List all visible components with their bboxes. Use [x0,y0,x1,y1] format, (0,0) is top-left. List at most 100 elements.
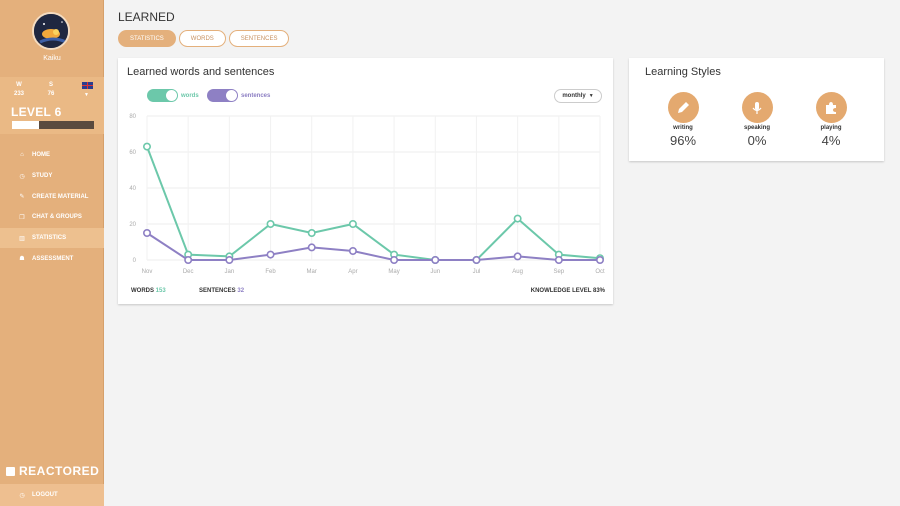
x-tick-label: Oct [595,269,605,275]
logout-label: LOGOUT [32,492,58,498]
tab-words[interactable]: WORDS [178,30,226,47]
data-point-words [266,220,275,229]
level-label: LEVEL 6 [11,105,62,119]
bar-chart-icon: ▥ [19,235,25,242]
stat-words: W 233 [8,81,30,99]
sidebar-item-label: ASSESSMENT [32,255,74,262]
data-point-sentences [513,252,522,261]
people-icon: ☗ [19,256,25,263]
brand-logo: REACTORED [6,464,99,478]
data-point-sentences [390,256,399,265]
learning-styles-title: Learning Styles [645,66,721,78]
home-icon: ⌂ [20,152,24,159]
data-point-words [348,220,357,229]
x-tick-label: Nov [142,269,153,275]
tab-bar: STATISTICS WORDS SENTENCES [118,30,290,47]
series-line-sentences [146,232,600,261]
data-point-words [307,229,316,238]
data-point-sentences [184,256,193,265]
logout-button[interactable]: ◷ LOGOUT [0,484,104,506]
x-tick-label: Feb [265,269,276,275]
words-toggle-label: words [181,92,199,99]
period-dropdown[interactable]: monthly ▼ [554,89,602,103]
caret-down-icon: ▼ [588,93,594,99]
toggle-sentences[interactable]: sentences [207,89,270,102]
style-playing-value: 4% [821,133,841,148]
tab-sentences[interactable]: SENTENCES [228,30,290,47]
style-playing: playing 4% [801,92,861,148]
words-total-value: 153 [155,288,166,294]
sidebar-item-label: CREATE MATERIAL [32,193,89,200]
tab-statistics[interactable]: STATISTICS [118,30,176,47]
sentences-total-label: SENTENCES [199,288,236,294]
y-tick-label: 0 [133,258,137,264]
period-dropdown-value: monthly [562,93,586,99]
x-tick-label: Aug [512,269,523,275]
style-speaking-value: 0% [747,133,767,148]
data-point-sentences [307,243,316,252]
stat-words-value: 233 [13,91,24,97]
sentences-toggle-label: sentences [241,92,271,99]
data-point-sentences [142,229,151,238]
sidebar-item-home[interactable]: ⌂ HOME [0,145,104,166]
sidebar-nav: ⌂ HOME ◷ STUDY ✎ CREATE MATERIAL ❐ CHAT & GROUP… [0,145,104,269]
avatar-image [34,14,68,48]
sidebar-item-label: STATISTICS [32,235,67,242]
logo-icon [6,466,15,476]
pencil-icon [667,92,699,123]
chart-card: Learned words and sentences words senten… [118,58,613,304]
style-speaking-label: speaking [743,125,770,131]
level-progress-fill [12,121,40,129]
puzzle-icon [815,92,847,123]
sidebar-item-label: CHAT & GROUPS [32,214,82,221]
x-tick-label: Mar [307,269,317,275]
sidebar-item-create-material[interactable]: ✎ CREATE MATERIAL [0,186,104,207]
page-title: LEARNED [118,10,175,24]
line-chart: 0 20 40 60 80 Nov Dec Jan Feb Mar Apr May Jun Jul Aug S… [129,114,605,275]
x-tick-label: Sep [553,269,564,275]
y-tick-label: 60 [129,150,136,156]
y-tick-label: 40 [129,186,136,192]
data-point-sentences [225,256,234,265]
style-writing-label: writing [673,125,693,131]
x-tick-label: Jul [473,269,481,275]
x-tick-label: Jun [430,269,440,275]
sidebar-item-study[interactable]: ◷ STUDY [0,166,104,187]
x-tick-label: Apr [348,269,357,275]
level-progress-bar [12,121,94,129]
sidebar-item-assessment[interactable]: ☗ ASSESSMENT [0,248,104,269]
data-point-sentences [431,256,440,265]
brand-name: REACTORED [19,464,100,478]
avatar[interactable] [32,12,70,50]
sidebar-item-statistics[interactable]: ▥ STATISTICS [0,227,104,249]
data-point-sentences [266,250,275,259]
style-speaking: speaking 0% [727,92,787,148]
words-switch[interactable] [147,89,178,102]
toggle-words[interactable]: words [147,89,199,102]
style-playing-label: playing [820,125,842,131]
stat-words-label: W [16,82,22,88]
sentences-switch[interactable] [207,89,238,102]
sentences-total: SENTENCES 32 [199,288,244,294]
power-icon: ◷ [19,492,25,499]
stat-sentences-label: S [48,82,53,88]
y-tick-label: 20 [129,222,136,228]
sentences-total-value: 32 [237,288,245,294]
sidebar-item-label: STUDY [32,173,53,180]
data-point-words [142,142,151,151]
chevron-down-icon[interactable]: ▼ [84,92,89,98]
x-tick-label: Dec [183,269,194,275]
data-point-sentences [348,247,357,256]
uk-flag-icon[interactable] [82,82,93,89]
words-total-label: WORDS [131,288,154,294]
knowledge-level: KNOWLEDGE LEVEL 83% [531,288,605,294]
knowledge-level-value: 83% [592,288,605,294]
sidebar-item-chat-groups[interactable]: ❐ CHAT & GROUPS [0,207,104,228]
learning-styles-card: Learning Styles writing 96% speaking 0% … [629,58,884,161]
stat-sentences: S 76 [40,81,62,99]
style-writing: writing 96% [653,92,713,148]
chat-icon: ❐ [19,214,25,221]
data-point-sentences [554,256,563,265]
style-writing-value: 96% [669,133,697,148]
microphone-icon [741,92,773,123]
